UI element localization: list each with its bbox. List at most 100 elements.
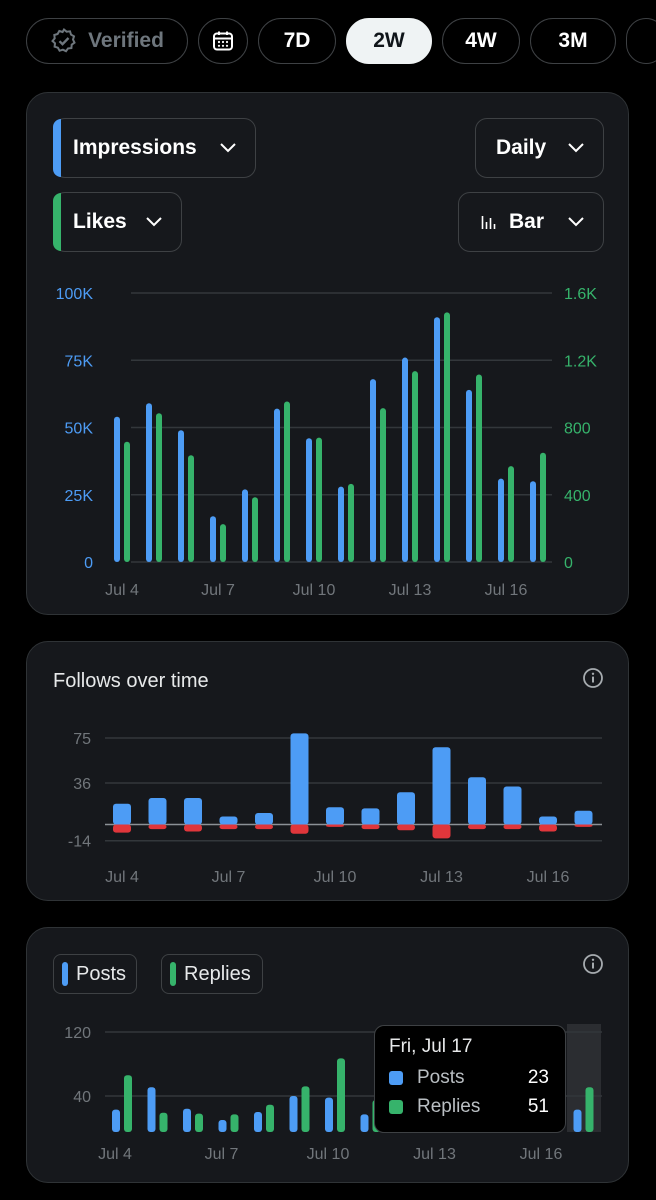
tooltip-replies-label: Replies [417, 1096, 481, 1117]
impressions-bar [210, 516, 216, 562]
replies-bar [337, 1058, 345, 1132]
x-axis-tick-label: Jul 10 [293, 582, 336, 599]
right-axis-tick-label: 0 [564, 555, 573, 572]
tooltip-replies-swatch [389, 1100, 403, 1114]
legend-posts[interactable]: Posts [53, 954, 137, 994]
chart-type-dropdown[interactable]: Bar [458, 192, 604, 252]
legend-replies[interactable]: Replies [161, 954, 263, 994]
legend-posts-label: Posts [76, 962, 127, 985]
follows-bar [113, 803, 131, 825]
unfollows-bar [219, 824, 238, 830]
follows-bar [503, 786, 522, 825]
likes-bar [540, 452, 546, 562]
likes-bar [316, 437, 322, 562]
primary-metric-dropdown[interactable]: Impressions [53, 118, 256, 178]
follows-chart: 75 36 -14 Jul 4 Jul 7 Jul 10 Jul 13 Jul 16 [68, 731, 602, 886]
secondary-metric-color [53, 193, 61, 251]
x-axis-tick-label: Jul 16 [485, 582, 528, 599]
follows-bar [468, 777, 486, 825]
posts-replies-card: Posts Replies 120 40 Jul 4 Jul 7 Jul 10 Jul 1… [26, 927, 629, 1183]
follows-card: Follows over time 75 36 -14 Jul 4 Jul 7 Jul 1… [26, 641, 629, 901]
impressions-bar [338, 486, 344, 562]
posts-bar [573, 1109, 582, 1132]
period-7d-button[interactable]: 7D [258, 18, 336, 64]
likes-bar [380, 408, 386, 562]
tooltip-replies-value: 51 [527, 1096, 549, 1117]
follows-bar [574, 810, 593, 825]
follows-bar [326, 807, 344, 825]
impressions-bar [114, 416, 120, 562]
calendar-button[interactable] [198, 18, 248, 64]
right-axis-tick-label: 800 [564, 421, 591, 438]
replies-bar [266, 1104, 274, 1132]
impressions-bar [434, 317, 440, 562]
replies-bar [585, 1087, 594, 1132]
follows-bar [397, 792, 415, 825]
x-axis-tick-label: Jul 16 [520, 1146, 563, 1163]
secondary-metric-label: Likes [73, 210, 127, 233]
replies-bar [301, 1086, 310, 1132]
tooltip-posts-value: 23 [527, 1067, 549, 1088]
right-axis-tick-label: 1.6K [564, 286, 597, 303]
posts-bar [325, 1097, 333, 1132]
tooltip-posts-label: Posts [417, 1067, 465, 1088]
info-icon[interactable] [582, 953, 604, 980]
likes-bar [124, 441, 130, 562]
selected-column-highlight [567, 1024, 601, 1132]
period-2w-button[interactable]: 2W [346, 18, 432, 64]
unfollows-bar [539, 824, 557, 832]
impressions-bar [146, 403, 152, 562]
follows-title: Follows over time [53, 670, 209, 692]
interval-dropdown[interactable]: Daily [475, 118, 604, 178]
replies-swatch [170, 962, 176, 986]
unfollows-bar [326, 824, 344, 827]
right-axis-tick-label: 400 [564, 488, 591, 505]
tooltip-posts-swatch [389, 1071, 403, 1085]
chevron-down-icon [219, 142, 237, 154]
posts-bar [360, 1114, 369, 1132]
follows-bar [219, 816, 238, 825]
x-axis-tick-label: Jul 4 [105, 869, 139, 886]
y-axis-tick-label: -14 [68, 834, 91, 851]
likes-bar [284, 401, 290, 562]
unfollows-bar [503, 824, 522, 830]
likes-bar [252, 497, 258, 562]
x-axis-tick-label: Jul 7 [205, 1146, 239, 1163]
primary-metric-label: Impressions [73, 136, 197, 159]
impressions-bar [178, 430, 184, 562]
period-selector: Verified 7D 2W 4W 3M [26, 18, 656, 66]
period-more-button[interactable] [626, 18, 656, 64]
likes-bar [444, 312, 450, 562]
tooltip-row-posts: Posts 23 [389, 1066, 549, 1090]
impressions-likes-card: Impressions Likes Daily Bar 100K 1.6K 75K 1… [26, 92, 629, 615]
chevron-down-icon [567, 216, 585, 228]
unfollows-bar [290, 824, 309, 834]
posts-bar [218, 1120, 227, 1132]
calendar-icon [211, 29, 235, 53]
bar-chart-icon [481, 214, 497, 230]
posts-bar [183, 1108, 191, 1132]
period-4w-button[interactable]: 4W [442, 18, 520, 64]
unfollows-bar [574, 824, 593, 827]
right-axis-tick-label: 1.2K [564, 353, 597, 370]
x-axis-tick-label: Jul 7 [201, 582, 235, 599]
impressions-bar [466, 389, 472, 562]
tooltip-row-replies: Replies 51 [389, 1095, 549, 1119]
follows-bar [361, 808, 380, 825]
x-axis-tick-label: Jul 10 [307, 1146, 350, 1163]
follows-bar [539, 816, 557, 825]
verified-filter-button[interactable]: Verified [26, 18, 188, 64]
verified-badge-icon [50, 27, 78, 55]
tooltip-date: Fri, Jul 17 [389, 1036, 473, 1057]
secondary-metric-dropdown[interactable]: Likes [53, 192, 182, 252]
impressions-bar [498, 478, 504, 562]
info-icon[interactable] [582, 667, 604, 694]
likes-bar [348, 483, 354, 562]
x-axis-tick-label: Jul 16 [527, 869, 570, 886]
period-3m-button[interactable]: 3M [530, 18, 616, 64]
x-axis-tick-label: Jul 4 [98, 1146, 132, 1163]
verified-label: Verified [88, 29, 164, 52]
unfollows-bar [148, 824, 167, 830]
left-axis-tick-label: 100K [56, 286, 94, 303]
chart-type-label: Bar [509, 210, 545, 233]
